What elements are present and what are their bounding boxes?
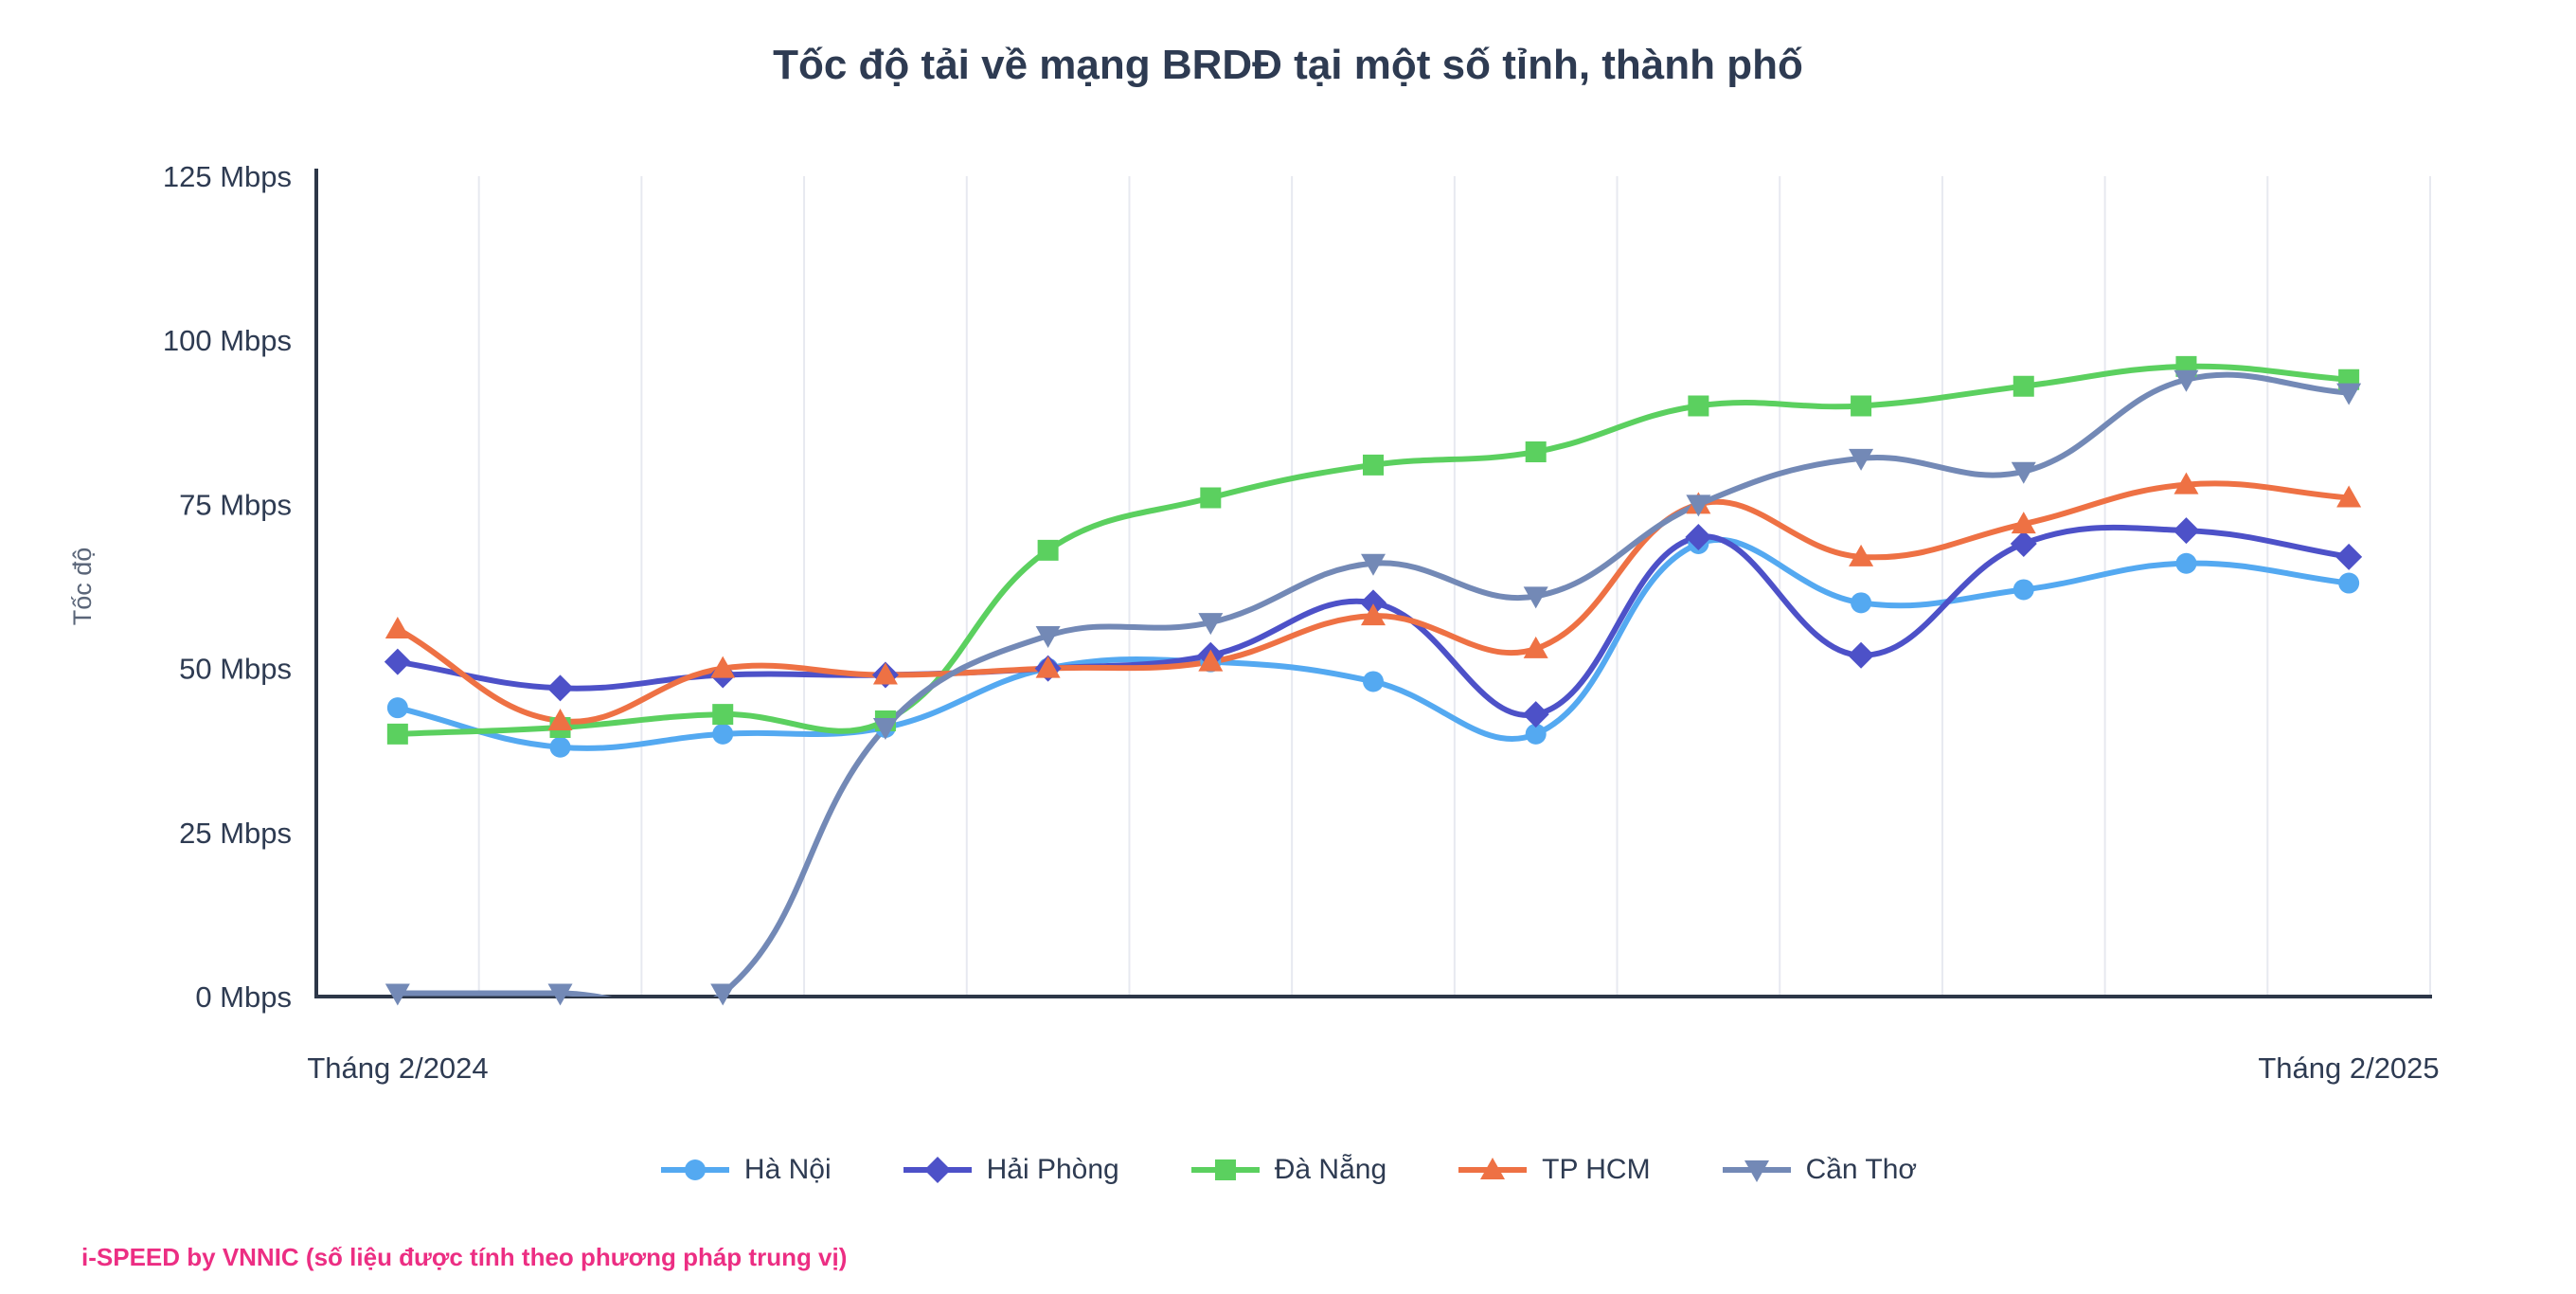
data-point[interactable] (1685, 524, 1712, 551)
legend-item-tp-hcm[interactable]: TP HCM (1457, 1154, 1651, 1186)
legend-item-label: TP HCM (1542, 1154, 1651, 1185)
data-point[interactable] (2336, 485, 2362, 508)
data-point[interactable] (1198, 649, 1224, 672)
legend-item-can-tho[interactable]: Cần Thơ (1721, 1154, 1918, 1186)
line-chart[interactable]: Tốc độ 0 Mbps 25 Mbps 50 Mbps 75 Mbps 100 Mb… (0, 0, 2576, 1118)
data-point[interactable] (872, 662, 898, 685)
data-point[interactable] (384, 648, 411, 675)
square-icon (1190, 1159, 1260, 1180)
data-point[interactable] (2011, 461, 2036, 484)
data-point[interactable] (547, 709, 573, 731)
data-point[interactable] (2173, 517, 2200, 545)
data-point[interactable] (1035, 656, 1061, 678)
data-point[interactable] (385, 983, 410, 1006)
x-axis-label-start: Tháng 2/2024 (307, 1051, 488, 1085)
data-point[interactable] (1363, 671, 1384, 692)
data-point[interactable] (2338, 572, 2360, 594)
legend-item-label: Đà Nẵng (1274, 1154, 1387, 1185)
data-point[interactable] (1198, 613, 1224, 636)
diamond-icon (903, 1157, 972, 1183)
circle-icon (660, 1159, 729, 1180)
chart-source-note: i-SPEED by VNNIC (số liệu được tính theo… (81, 1243, 848, 1271)
data-point[interactable] (1848, 641, 1875, 669)
data-point[interactable] (2336, 383, 2362, 405)
data-point[interactable] (2012, 375, 2034, 397)
data-point[interactable] (710, 656, 736, 678)
data-point[interactable] (1037, 539, 1059, 561)
points-hai-phong (384, 517, 2363, 728)
data-point[interactable] (1849, 448, 1874, 471)
data-point[interactable] (1525, 440, 1547, 462)
data-point[interactable] (2174, 472, 2199, 494)
data-point[interactable] (547, 983, 573, 1006)
data-point[interactable] (1849, 544, 1874, 566)
data-point[interactable] (1523, 586, 1548, 609)
triangle-up-icon (1458, 1158, 1528, 1179)
legend: Hà Nội Hải Phòng Đà Nẵng TP HCM Cần Thơ (0, 1154, 2576, 1186)
data-point[interactable] (385, 617, 410, 639)
data-point[interactable] (1360, 589, 1386, 617)
data-point[interactable] (2175, 552, 2197, 574)
data-point[interactable] (1525, 723, 1547, 745)
data-point[interactable] (386, 697, 408, 719)
data-point[interactable] (712, 723, 734, 745)
data-point[interactable] (1200, 487, 1222, 509)
data-point[interactable] (546, 674, 574, 702)
data-point[interactable] (549, 736, 571, 758)
legend-item-ha-noi[interactable]: Hà Nội (659, 1154, 832, 1186)
y-tick-label: 25 Mbps (179, 817, 292, 850)
data-point[interactable] (1851, 395, 1872, 417)
chart-title: Tốc độ tải về mạng BRDĐ tại một số tỉnh,… (773, 42, 1803, 88)
data-point[interactable] (1035, 625, 1061, 648)
y-tick-label: 100 Mbps (163, 324, 292, 357)
y-tick-label: 0 Mbps (195, 980, 292, 1014)
data-point[interactable] (710, 983, 736, 1006)
data-point[interactable] (1686, 494, 1711, 517)
data-point[interactable] (2012, 579, 2034, 601)
triangle-down-icon (1722, 1160, 1791, 1182)
y-tick-label: 75 Mbps (179, 488, 292, 521)
data-point[interactable] (712, 704, 734, 726)
line-hai-phong (394, 524, 2352, 718)
data-point[interactable] (1363, 454, 1384, 476)
data-point[interactable] (1688, 395, 1709, 417)
data-point[interactable] (2011, 512, 2036, 534)
x-axis-label-end: Tháng 2/2025 (2258, 1051, 2439, 1085)
data-point[interactable] (1851, 592, 1872, 614)
y-tick-label: 125 Mbps (163, 160, 292, 193)
y-axis-tick-labels: 0 Mbps 25 Mbps 50 Mbps 75 Mbps 100 Mbps 125 M… (163, 160, 292, 1014)
data-point[interactable] (386, 723, 408, 745)
gridlines (477, 176, 2431, 997)
y-axis-title: Tốc độ (68, 548, 97, 626)
legend-item-label: Cần Thơ (1805, 1154, 1918, 1185)
data-point[interactable] (2335, 543, 2363, 570)
data-point[interactable] (1361, 603, 1386, 626)
legend-item-hai-phong[interactable]: Hải Phòng (902, 1154, 1119, 1186)
series-points (384, 355, 2363, 1006)
legend-item-label: Hà Nội (743, 1154, 832, 1185)
data-point[interactable] (1522, 701, 1549, 728)
points-can-tho (385, 369, 2362, 1006)
data-point[interactable] (872, 717, 898, 740)
data-point[interactable] (2174, 369, 2199, 392)
y-tick-label: 50 Mbps (179, 653, 292, 686)
data-point[interactable] (2010, 530, 2037, 557)
legend-item-label: Hải Phòng (986, 1154, 1119, 1185)
legend-item-da-nang[interactable]: Đà Nẵng (1190, 1154, 1386, 1186)
data-point[interactable] (1361, 553, 1386, 576)
data-point[interactable] (1523, 636, 1548, 658)
